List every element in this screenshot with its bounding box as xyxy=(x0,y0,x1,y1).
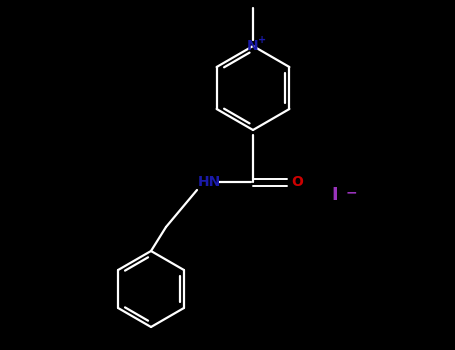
Text: +: + xyxy=(258,35,266,45)
Text: HN: HN xyxy=(197,175,221,189)
Text: −: − xyxy=(345,185,357,199)
Text: I: I xyxy=(332,186,339,204)
Text: O: O xyxy=(291,175,303,189)
Text: N: N xyxy=(247,39,259,53)
